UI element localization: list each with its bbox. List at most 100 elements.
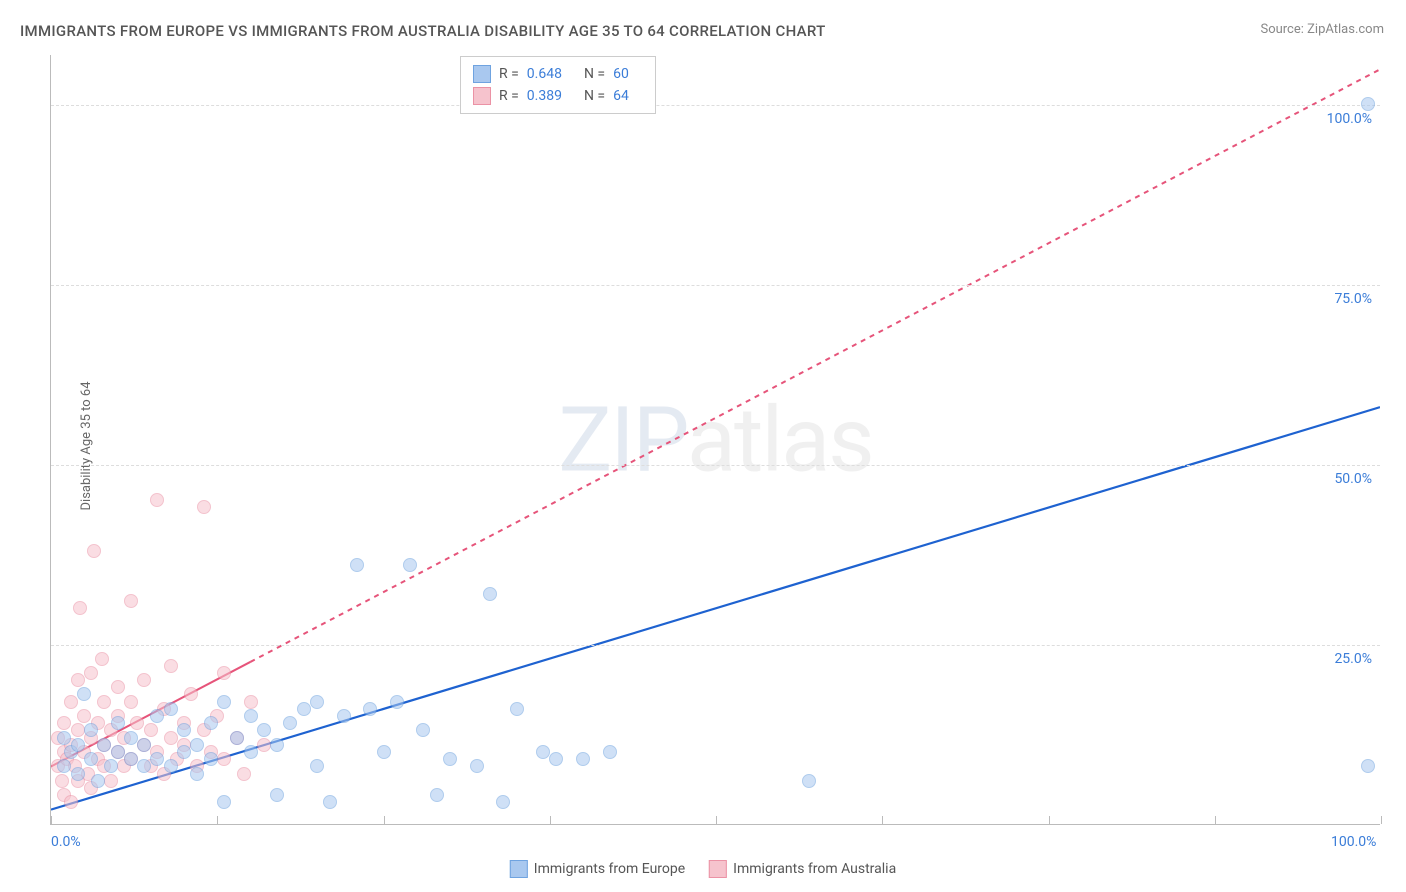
data-point — [1361, 97, 1375, 111]
data-point — [71, 767, 85, 781]
data-point — [87, 544, 101, 558]
watermark-atlas: atlas — [687, 387, 873, 492]
chart-title: IMMIGRANTS FROM EUROPE VS IMMIGRANTS FRO… — [20, 22, 826, 40]
data-point — [64, 695, 78, 709]
data-point — [95, 652, 109, 666]
data-point — [91, 774, 105, 788]
data-point — [164, 659, 178, 673]
data-point — [430, 788, 444, 802]
data-point — [1361, 759, 1375, 773]
legend-label: Immigrants from Australia — [733, 861, 896, 877]
n-value: 64 — [613, 88, 629, 104]
data-point — [111, 716, 125, 730]
x-tick-label: 100.0% — [1331, 834, 1376, 850]
data-point — [257, 738, 271, 752]
data-point — [137, 759, 151, 773]
data-point — [57, 759, 71, 773]
n-label: N = — [584, 88, 605, 104]
data-point — [190, 767, 204, 781]
gridline-h — [51, 285, 1380, 286]
data-point — [184, 687, 198, 701]
data-point — [177, 745, 191, 759]
legend-swatch — [709, 860, 727, 878]
data-point — [204, 752, 218, 766]
data-point — [150, 752, 164, 766]
data-point — [204, 716, 218, 730]
data-point — [124, 695, 138, 709]
data-point — [310, 695, 324, 709]
data-point — [576, 752, 590, 766]
plot-area: ZIPatlas 25.0%50.0%75.0%100.0%0.0%100.0% — [50, 55, 1380, 825]
data-point — [197, 500, 211, 514]
data-point — [390, 695, 404, 709]
gridline-h — [51, 465, 1380, 466]
data-point — [536, 745, 550, 759]
data-point — [283, 716, 297, 730]
data-point — [177, 723, 191, 737]
data-point — [217, 695, 231, 709]
legend-swatch — [473, 65, 491, 83]
data-point — [57, 716, 71, 730]
x-tick — [716, 816, 717, 824]
data-point — [150, 709, 164, 723]
legend-item: Immigrants from Australia — [709, 860, 896, 878]
data-point — [603, 745, 617, 759]
x-tick — [882, 816, 883, 824]
data-point — [377, 745, 391, 759]
legend-label: Immigrants from Europe — [534, 861, 685, 877]
data-point — [57, 731, 71, 745]
data-point — [64, 795, 78, 809]
data-point — [297, 702, 311, 716]
data-point — [71, 738, 85, 752]
data-point — [164, 702, 178, 716]
watermark: ZIPatlas — [558, 387, 872, 492]
data-point — [164, 759, 178, 773]
x-tick — [384, 816, 385, 824]
data-point — [55, 774, 69, 788]
r-label: R = — [499, 66, 519, 82]
data-point — [84, 666, 98, 680]
data-point — [111, 745, 125, 759]
data-point — [310, 759, 324, 773]
n-label: N = — [584, 66, 605, 82]
y-tick-label: 75.0% — [1334, 291, 1372, 307]
data-point — [71, 673, 85, 687]
data-point — [84, 723, 98, 737]
data-point — [137, 673, 151, 687]
data-point — [124, 752, 138, 766]
n-value: 60 — [613, 66, 629, 82]
data-point — [230, 731, 244, 745]
y-tick-label: 50.0% — [1334, 471, 1372, 487]
data-point — [270, 788, 284, 802]
data-point — [144, 723, 158, 737]
x-tick — [1215, 816, 1216, 824]
data-point — [403, 558, 417, 572]
correlation-legend: R =0.648N =60R =0.389N =64 — [460, 56, 656, 114]
data-point — [217, 752, 231, 766]
data-point — [104, 774, 118, 788]
gridline-h — [51, 645, 1380, 646]
data-point — [124, 731, 138, 745]
legend-swatch — [510, 860, 528, 878]
x-tick — [217, 816, 218, 824]
data-point — [337, 709, 351, 723]
data-point — [73, 601, 87, 615]
r-value: 0.389 — [527, 88, 562, 104]
data-point — [111, 680, 125, 694]
data-point — [350, 558, 364, 572]
legend-stat-row: R =0.389N =64 — [473, 85, 643, 107]
data-point — [217, 795, 231, 809]
x-tick — [51, 816, 52, 824]
data-point — [323, 795, 337, 809]
data-point — [510, 702, 524, 716]
data-point — [77, 687, 91, 701]
data-point — [244, 745, 258, 759]
data-point — [802, 774, 816, 788]
data-point — [190, 738, 204, 752]
x-tick — [1049, 816, 1050, 824]
legend-stat-row: R =0.648N =60 — [473, 63, 643, 85]
data-point — [237, 767, 251, 781]
data-point — [496, 795, 510, 809]
data-point — [164, 731, 178, 745]
gridline-h — [51, 105, 1380, 106]
